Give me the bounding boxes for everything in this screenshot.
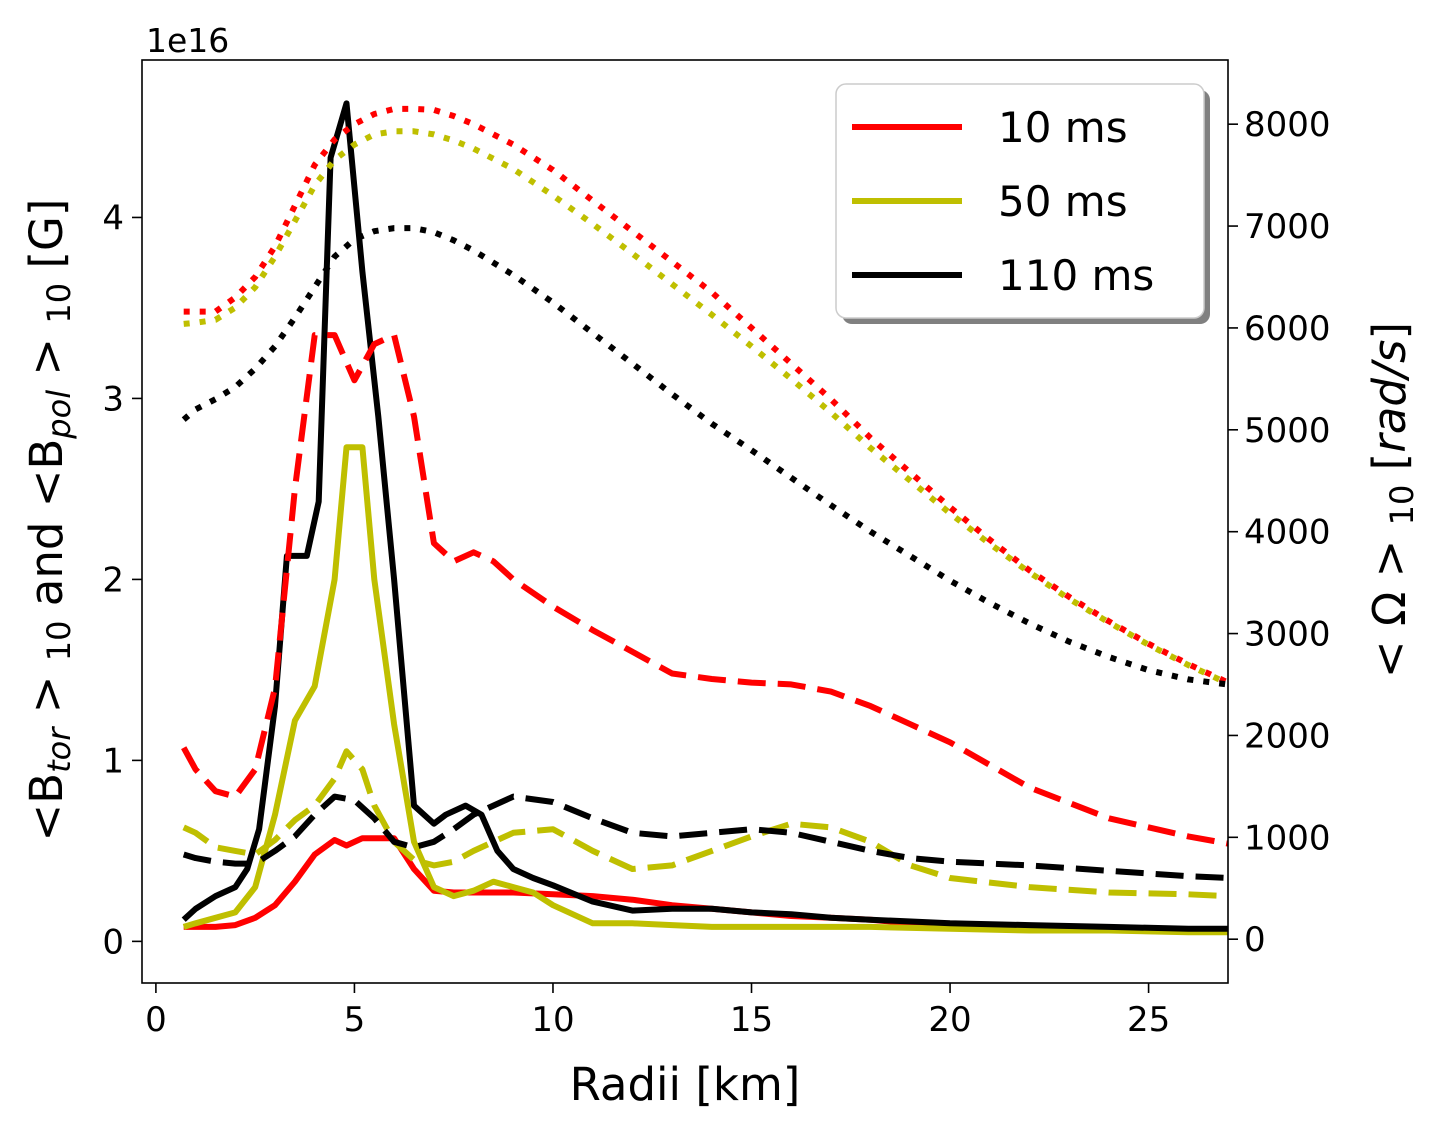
left-y-tick-label: 3 — [102, 379, 124, 419]
right-y-tick-label: 3000 — [1244, 615, 1331, 655]
series-line-10-ms-b-pol — [181, 332, 1228, 847]
series-layer — [181, 100, 1228, 936]
right-y-tick-label: 1000 — [1244, 818, 1331, 858]
right-y-tick-label: 7000 — [1244, 207, 1331, 247]
legend-entry: 50 ms — [852, 177, 1128, 226]
series-line-110-ms-b-tor — [181, 100, 1228, 932]
legend: 10 ms 50 ms 110 ms — [835, 83, 1210, 324]
right-y-tick-label: 8000 — [1244, 105, 1331, 145]
left-y-tick-label: 1 — [102, 741, 124, 781]
legend-entry: 10 ms — [852, 103, 1128, 152]
right-y-tick-label: 2000 — [1244, 716, 1331, 756]
right-y-tick-label: 0 — [1244, 920, 1266, 960]
series-line-110-ms-b-pol — [182, 793, 1228, 881]
series-line-10-ms-omega — [183, 105, 1228, 686]
left-y-tick-label: 2 — [102, 560, 124, 600]
x-tick-label: 10 — [531, 1000, 574, 1040]
legend-label: 10 ms — [998, 103, 1128, 152]
left-y-tick-label: 4 — [102, 198, 124, 238]
left-y-axis-label: <Btor > 10 and <Bpol > 10 [G] — [20, 199, 78, 842]
offset-label: 1e16 — [146, 21, 229, 60]
right-y-axis: 0 1000 2000 3000 4000 5000 6000 7000 8000 — [1228, 105, 1331, 960]
x-tick-label: 25 — [1127, 1000, 1170, 1040]
right-y-tick-label: 6000 — [1244, 309, 1331, 349]
right-y-axis-label: < Ω > 10 [rad/s] — [1363, 322, 1421, 678]
legend-label: 110 ms — [998, 251, 1154, 300]
series-line-50-ms-omega — [183, 128, 1228, 687]
x-tick-label: 5 — [344, 1000, 366, 1040]
x-tick-label: 20 — [928, 1000, 971, 1040]
legend-entry: 110 ms — [852, 251, 1154, 300]
right-y-tick-label: 5000 — [1244, 411, 1331, 451]
x-axis: 0 5 10 15 20 25 — [145, 983, 1170, 1040]
x-axis-label: Radii [km] — [570, 1058, 801, 1111]
legend-label: 50 ms — [998, 177, 1128, 226]
left-y-tick-label: 0 — [102, 922, 124, 962]
legend-box — [835, 83, 1205, 319]
right-y-tick-label: 4000 — [1244, 513, 1331, 553]
series-line-50-ms-b-tor — [182, 444, 1228, 936]
left-y-axis: 0 1 2 3 4 — [102, 198, 142, 962]
x-tick-label: 15 — [730, 1000, 773, 1040]
plot-frame — [141, 59, 1229, 984]
x-tick-label: 0 — [145, 1000, 167, 1040]
